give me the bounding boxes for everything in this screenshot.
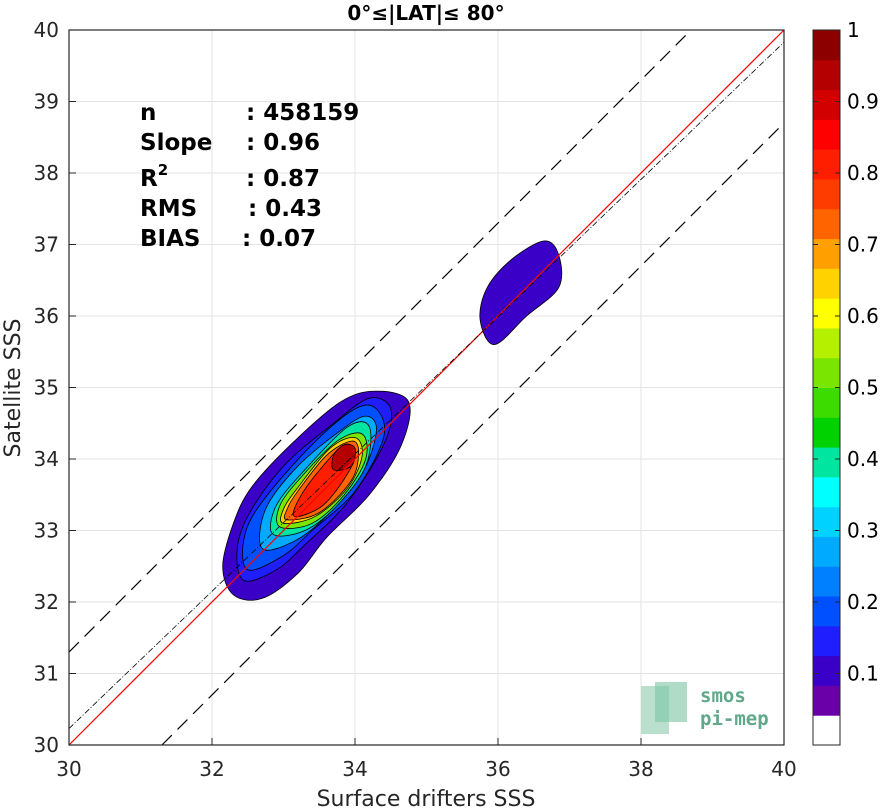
colorbar-tick-label: 0.9: [847, 90, 879, 114]
stat-r2-label: R2: [140, 161, 168, 192]
colorbar-swatch: [813, 536, 840, 567]
stat-bias-label: BIAS: [140, 226, 200, 252]
y-tick-label: 36: [34, 304, 59, 328]
x-axis-label: Surface drifters SSS: [317, 787, 536, 810]
reference-lines: [68, 29, 785, 746]
y-axis-label: Satellite SSS: [1, 319, 26, 458]
y-tick-label: 34: [34, 447, 59, 471]
smos-pi-mep-logo: smos pi-mep: [641, 682, 769, 734]
colorbar-tick-label: 0.5: [847, 376, 879, 400]
x-tick-label: 36: [485, 757, 510, 781]
x-tick-label: 34: [342, 757, 367, 781]
colorbar-swatch: [813, 625, 840, 657]
colorbar-swatch: [813, 357, 840, 388]
colorbar-swatch: [813, 566, 840, 597]
one-to-one-line: [68, 29, 785, 746]
colorbar-swatch: [813, 327, 840, 359]
y-tick-label: 35: [34, 376, 59, 400]
colorbar-swatch: [813, 506, 840, 537]
logo-line1: smos: [700, 685, 746, 707]
lower-bound-line: [161, 122, 785, 746]
colorbar-swatch: [813, 387, 840, 418]
logo-line2: pi-mep: [700, 708, 769, 730]
colorbar-swatch: [813, 655, 840, 686]
regression-line: [68, 41, 785, 729]
colorbar-swatch: [813, 476, 840, 508]
colorbar-swatch: [813, 268, 840, 299]
stat-bias-value: : 0.07: [242, 226, 316, 252]
colorbar-swatch: [813, 208, 840, 240]
colorbar-swatch: [813, 89, 840, 120]
stat-rms-value: : 0.43: [248, 196, 322, 222]
y-tick-label: 39: [34, 90, 59, 114]
logo-icon-layer: [655, 682, 687, 722]
x-tick-label: 32: [199, 757, 224, 781]
stat-slope-value: : 0.96: [246, 130, 320, 156]
stat-n-label: n: [140, 100, 156, 126]
colorbar-swatch: [813, 447, 840, 478]
colorbar-swatch: [813, 149, 840, 180]
y-tick-label: 31: [34, 662, 59, 686]
y-tick-label: 37: [34, 233, 59, 257]
stats-box: n : 458159 Slope : 0.96 R2 : 0.87 RMS : …: [140, 100, 359, 252]
x-tick-label: 30: [56, 757, 81, 781]
stat-r2-base: R: [140, 166, 158, 192]
colorbar: [813, 30, 840, 746]
colorbar-tick-label: 0.7: [847, 233, 879, 257]
y-tick-label: 40: [34, 18, 59, 42]
colorbar-swatch: [813, 178, 840, 210]
colorbar-swatch: [813, 30, 840, 61]
stat-n-value: : 458159: [246, 100, 359, 126]
grid: [68, 29, 785, 746]
upper-bound-line: [68, 29, 692, 653]
colorbar-swatch: [813, 715, 840, 746]
stat-slope-label: Slope: [140, 130, 212, 156]
colorbar-swatch: [813, 298, 840, 329]
colorbar-swatch: [813, 59, 840, 91]
colorbar-swatch: [813, 119, 840, 150]
colorbar-tick-label: 0.3: [847, 519, 879, 543]
colorbar-tick-label: 0.4: [847, 447, 879, 471]
x-axis-ticks: 30 32 34 36 38 40: [56, 738, 797, 781]
colorbar-swatch: [813, 417, 840, 448]
chart-title: 0°≤|LAT|≤ 80°: [347, 1, 504, 25]
y-axis-ticks: 30 31 32 33 34 35 36 37 38 39 40: [34, 18, 76, 757]
x-tick-label: 38: [628, 757, 653, 781]
y-tick-label: 30: [34, 733, 59, 757]
colorbar-swatch: [813, 685, 840, 716]
y-tick-label: 33: [34, 519, 59, 543]
stat-rms-label: RMS: [140, 196, 197, 222]
colorbar-ticks: 0.1 0.2 0.3 0.4 0.5 0.6 0.7 0.8 0.9 1: [813, 18, 879, 686]
colorbar-tick-label: 0.8: [847, 161, 879, 185]
colorbar-tick-label: 0.2: [847, 590, 879, 614]
colorbar-swatch: [813, 238, 840, 269]
x-tick-label: 40: [771, 757, 796, 781]
y-tick-label: 32: [34, 590, 59, 614]
stat-r2-sup: 2: [158, 161, 168, 179]
stat-r2-value: : 0.87: [246, 166, 320, 192]
colorbar-swatch: [813, 596, 840, 627]
colorbar-tick-label: 0.1: [847, 662, 879, 686]
colorbar-tick-label: 1: [847, 18, 860, 42]
y-tick-label: 38: [34, 161, 59, 185]
colorbar-tick-label: 0.6: [847, 304, 879, 328]
